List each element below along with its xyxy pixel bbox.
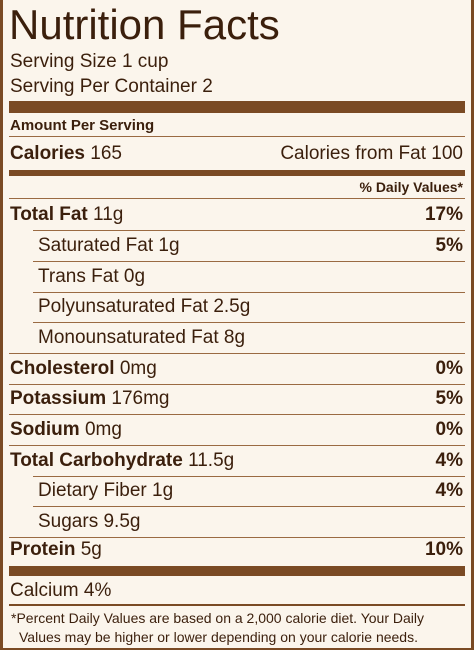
nutrient-name: Potassium [10,388,107,409]
vitamin-row-calcium: Calcium 4% [9,576,463,606]
divider [9,384,465,385]
servings-per-container-value: 2 [202,76,213,97]
nutrient-amount: 0mg [119,358,157,379]
daily-values-footnote: *Percent Daily Values are based on a 2,0… [11,609,473,647]
divider [9,537,465,538]
thick-divider [9,101,465,113]
nutrient-name: Total Carbohydrate [10,450,183,471]
nutrient-dv: 0% [435,358,463,379]
nutrient-row-potassium: Potassium 176mg 5% [9,384,463,414]
label-title: Nutrition Facts [9,1,280,48]
divider [9,198,465,199]
nutrient-row-polyunsaturated-fat: Polyunsaturated Fat 2.5g [9,292,463,322]
nutrient-name: Protein [10,539,76,560]
nutrient-amount: 8g [223,327,246,348]
divider [9,136,465,137]
nutrient-row-dietary-fiber: Dietary Fiber 1g 4% [9,476,463,506]
nutrient-amount: 9.5g [103,511,141,532]
calories-row: Calories 165 Calories from Fat 100 [9,139,463,169]
thick-divider [9,566,465,576]
calories-from-fat: Calories from Fat 100 [280,143,463,164]
divider [33,292,465,293]
nutrient-amount: 176mg [111,388,170,409]
divider [9,414,465,415]
nutrient-row-cholesterol: Cholesterol 0mg 0% [9,354,463,384]
nutrient-name: Monounsaturated Fat [38,327,219,348]
nutrient-dv: 4% [435,450,463,471]
servings-per-container: Serving Per Container 2 [10,76,213,98]
nutrient-amount: 0g [123,266,146,287]
servings-per-container-label: Serving Per Container [10,76,197,97]
nutrient-amount: 0mg [84,419,122,440]
divider [9,604,465,606]
nutrient-amount: 11g [93,204,124,225]
nutrient-name: Saturated Fat [38,235,154,256]
nutrient-name: Dietary Fiber [38,480,147,501]
amount-per-serving: Amount Per Serving [10,117,155,134]
nutrient-amount: 2.5g [213,296,251,317]
divider [33,230,465,231]
serving-size: Serving Size 1 cup [10,51,169,72]
nutrient-dv: 10% [424,539,463,560]
nutrient-dv: 5% [435,235,463,256]
nutrient-dv: 0% [435,419,463,440]
calories-label: Calories [10,143,85,164]
nutrient-name: Total Fat [10,204,88,225]
nutrient-row-monounsaturated-fat: Monounsaturated Fat 8g [9,323,463,353]
divider [33,322,465,323]
divider [9,353,465,354]
nutrient-name: Polyunsaturated Fat [38,296,209,317]
divider [33,476,465,477]
nutrient-row-sodium: Sodium 0mg 0% [9,415,463,445]
nutrient-row-sugars: Sugars 9.5g [9,507,463,537]
nutrient-name: Sodium [10,419,80,440]
nutrient-name: Sugars [38,511,99,532]
footnote-line: *Percent Daily Values are based on a 2,0… [11,610,424,626]
nutrient-name: Trans Fat [38,266,119,287]
nutrient-amount: 5g [80,539,102,560]
footnote-line: Values may be higher or lower depending … [19,629,418,645]
nutrient-amount: 1g [158,235,180,256]
calcium: Calcium 4% [10,580,112,601]
nutrient-row-total-fat: Total Fat 11g 17% [9,200,463,230]
nutrient-name: Cholesterol [10,358,115,379]
medium-divider [9,170,465,176]
nutrient-dv: 17% [424,204,463,225]
divider [33,261,465,262]
nutrient-row-protein: Protein 5g 10% [9,535,463,565]
nutrient-amount: 11.5g [188,450,235,471]
nutrient-row-saturated-fat: Saturated Fat 1g 5% [9,231,463,261]
nutrient-row-trans-fat: Trans Fat 0g [9,262,463,292]
nutrient-dv: 4% [435,480,463,501]
nutrient-row-total-carbohydrate: Total Carbohydrate 11.5g 4% [9,446,463,476]
daily-values-header: % Daily Values* [359,179,463,195]
divider [9,445,465,446]
divider [33,506,465,507]
calories-value: 165 [90,143,122,164]
nutrient-amount: 1g [152,480,174,501]
nutrient-dv: 5% [435,388,463,409]
